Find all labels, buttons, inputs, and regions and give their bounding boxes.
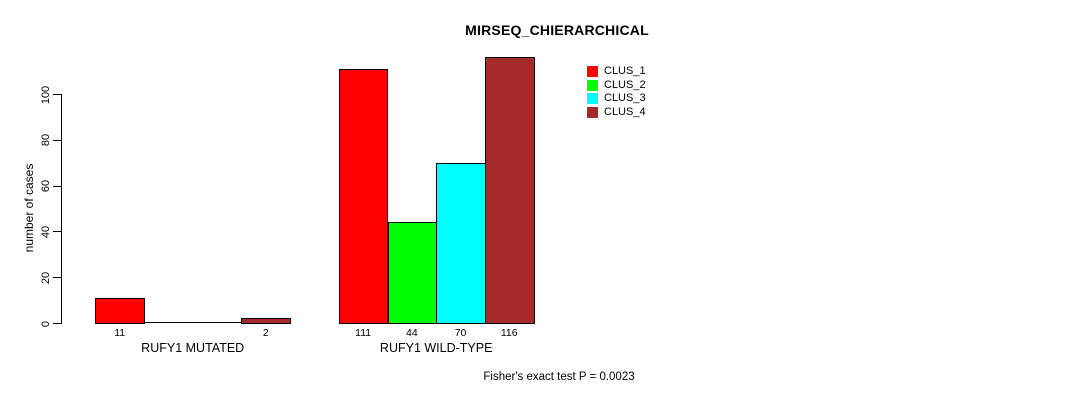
legend-label: CLUS_3 bbox=[604, 92, 646, 105]
bar-value-label: 70 bbox=[454, 327, 467, 339]
stat-annotation: Fisher's exact test P = 0.0023 bbox=[483, 371, 635, 383]
y-axis-line bbox=[61, 94, 62, 324]
bar-value-label: 11 bbox=[114, 327, 126, 339]
bar-value-label: 44 bbox=[406, 327, 418, 339]
y-tick bbox=[53, 277, 61, 279]
bar bbox=[338, 68, 389, 324]
y-tick bbox=[53, 139, 61, 141]
bar bbox=[436, 162, 486, 324]
y-tick bbox=[53, 231, 61, 233]
legend-swatch-icon bbox=[587, 66, 598, 77]
zero-bar bbox=[192, 322, 243, 323]
bar-value-label: 116 bbox=[500, 327, 518, 339]
bar bbox=[387, 222, 438, 324]
bar bbox=[95, 297, 145, 324]
y-tick bbox=[53, 94, 61, 96]
y-tick bbox=[53, 323, 61, 324]
legend-label: CLUS_1 bbox=[604, 65, 646, 77]
y-tick bbox=[53, 185, 61, 187]
legend-item: CLUS_3 bbox=[587, 92, 646, 105]
bar-value-label: 2 bbox=[262, 327, 269, 339]
category-label: RUFY1 WILD-TYPE bbox=[379, 341, 493, 355]
legend-swatch-icon bbox=[587, 79, 598, 91]
bar bbox=[241, 318, 292, 324]
legend-swatch-icon bbox=[587, 93, 598, 105]
chart-title: MIRSEQ_CHIERARCHICAL bbox=[465, 22, 649, 38]
legend-swatch-icon bbox=[587, 107, 598, 119]
legend-item: CLUS_1 bbox=[587, 66, 646, 77]
bar bbox=[484, 57, 535, 324]
bar-value-label: 111 bbox=[355, 327, 372, 339]
zero-bar bbox=[144, 322, 194, 323]
legend-label: CLUS_4 bbox=[604, 106, 646, 119]
category-label: RUFY1 MUTATED bbox=[141, 341, 245, 355]
legend-item: CLUS_4 bbox=[587, 106, 646, 119]
legend-label: CLUS_2 bbox=[604, 78, 646, 91]
legend-item: CLUS_2 bbox=[587, 78, 646, 91]
